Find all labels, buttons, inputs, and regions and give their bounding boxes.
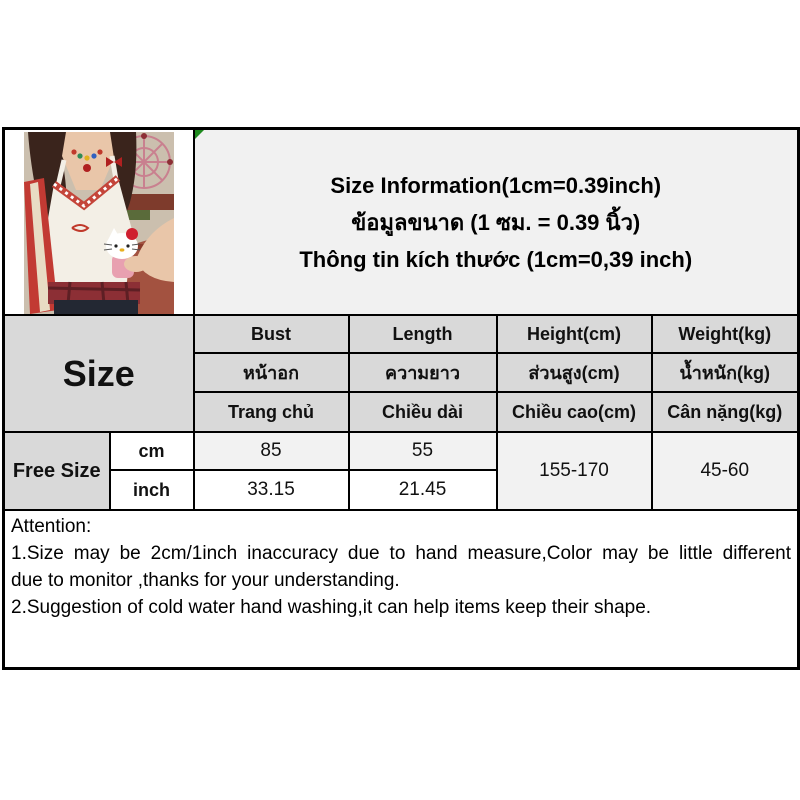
attention-title: Attention: xyxy=(11,516,92,537)
attention-note: Attention: 1.Size may be 2cm/1inch inacc… xyxy=(2,509,800,669)
attention-line-1a: 1.Size may be 2cm/1inch inaccuracy due t… xyxy=(11,543,791,564)
product-photo xyxy=(23,132,174,314)
title-line-english: Size Information(1cm=0.39inch) xyxy=(330,172,662,198)
header-length-en: Length xyxy=(347,314,498,354)
header-bust-vi: Trang chủ xyxy=(192,391,350,433)
product-photo-cell xyxy=(2,127,195,316)
header-weight-th: น้ำหนัก(kg) xyxy=(650,352,800,393)
red-bow xyxy=(105,157,122,167)
header-bust-th: หน้าอก xyxy=(192,352,350,393)
bead-necklace xyxy=(71,149,103,172)
header-length-vi: Chiều dài xyxy=(347,391,498,433)
weight-range-value: 45-60 xyxy=(650,431,800,511)
header-bust-en: Bust xyxy=(192,314,350,354)
bust-cm-value: 85 xyxy=(192,431,350,471)
header-weight-en: Weight(kg) xyxy=(650,314,800,354)
height-range-value: 155-170 xyxy=(495,431,653,511)
unit-inch-label: inch xyxy=(108,469,195,511)
length-cm-value: 55 xyxy=(347,431,498,471)
unit-cm-label: cm xyxy=(108,431,195,471)
length-inch-value: 21.45 xyxy=(347,469,498,511)
header-length-th: ความยาว xyxy=(347,352,498,393)
header-height-vi: Chiều cao(cm) xyxy=(495,391,653,433)
header-height-th: ส่วนสูง(cm) xyxy=(495,352,653,393)
size-column-header: Size xyxy=(2,314,195,433)
title-line-vietnamese: Thông tin kích thước (1cm=0,39 inch) xyxy=(299,246,693,272)
comment-marker-icon xyxy=(195,130,204,139)
size-chart: Size Information(1cm=0.39inch) ข้อมูลขนา… xyxy=(2,127,800,670)
attention-line-1b: due to monitor ,thanks for your understa… xyxy=(11,570,400,591)
size-chart-table: Size Information(1cm=0.39inch) ข้อมูลขนา… xyxy=(2,127,800,670)
size-information-title-cell: Size Information(1cm=0.39inch) ข้อมูลขนา… xyxy=(192,127,800,316)
header-weight-vi: Cân nặng(kg) xyxy=(650,391,800,433)
attention-line-2: 2.Suggestion of cold water hand washing,… xyxy=(11,597,652,618)
title-line-thai: ข้อมูลขนาด (1 ซม. = 0.39 นิ้ว) xyxy=(351,209,641,235)
header-height-en: Height(cm) xyxy=(495,314,653,354)
bust-inch-value: 33.15 xyxy=(192,469,350,511)
free-size-label: Free Size xyxy=(2,431,111,511)
